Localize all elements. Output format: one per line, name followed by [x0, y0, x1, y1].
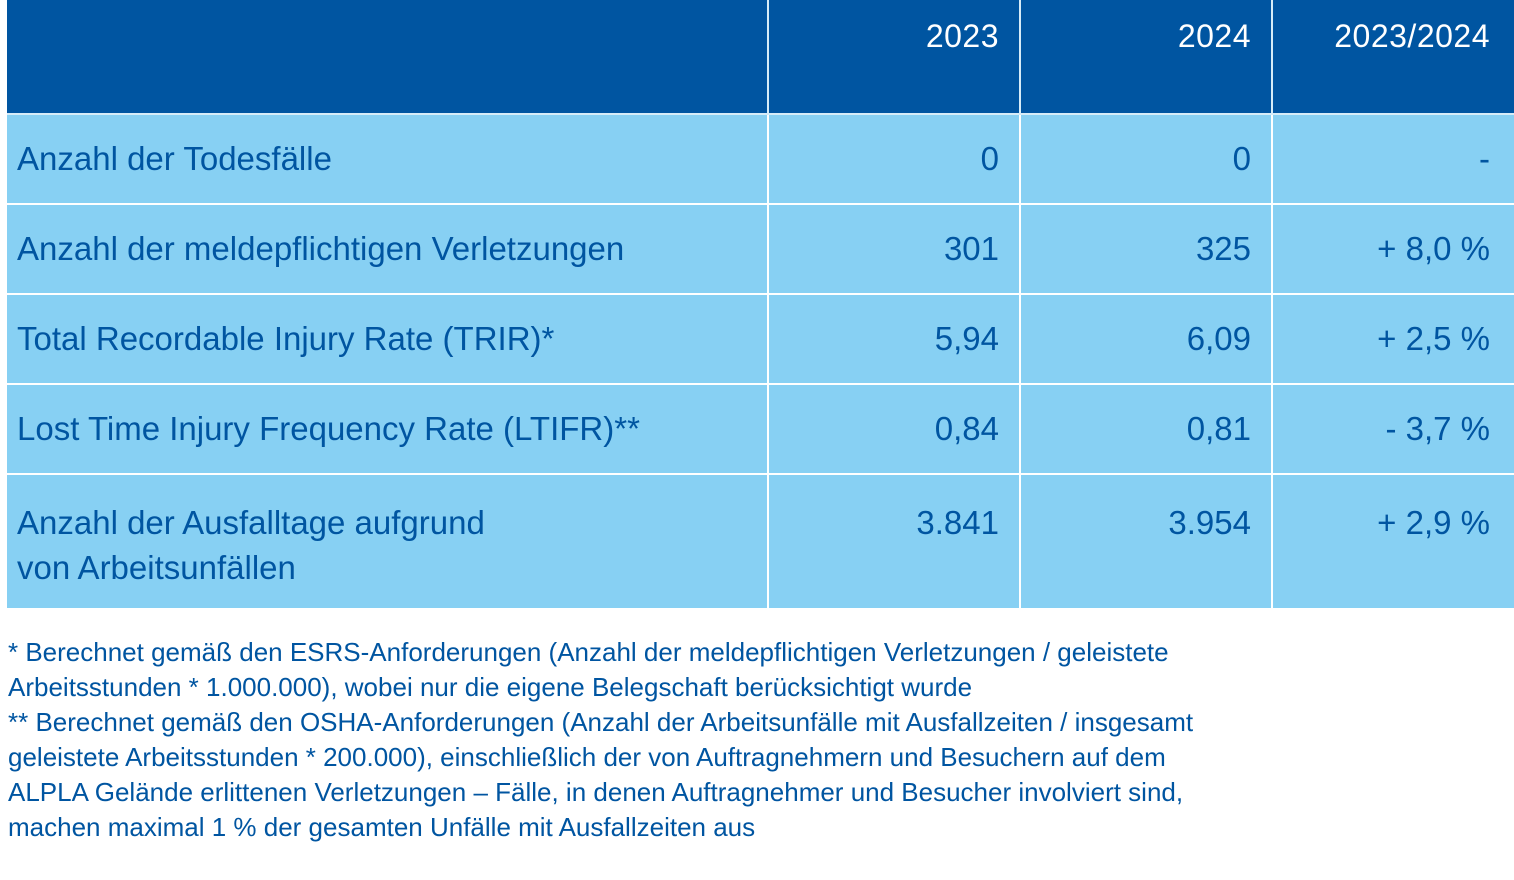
- row-label: Total Recordable Injury Rate (TRIR)*: [7, 293, 768, 384]
- value-change: - 3,7 %: [1271, 383, 1514, 474]
- footnote-line: * Berechnet gemäß den ESRS-Anforderungen…: [8, 637, 1169, 667]
- value-2024: 0,81: [1019, 383, 1272, 474]
- row-label: Lost Time Injury Frequency Rate (LTIFR)*…: [7, 383, 768, 474]
- value-2024: 6,09: [1019, 293, 1272, 384]
- header-2024: 2024: [1019, 0, 1272, 114]
- value-2023: 5,94: [767, 293, 1020, 384]
- row-label-line-2: von Arbeitsunfällen: [17, 549, 296, 586]
- footnote-line: geleistete Arbeitsstunden * 200.000), ei…: [8, 742, 1166, 772]
- footnotes: * Berechnet gemäß den ESRS-Anforderungen…: [8, 635, 1488, 845]
- table-row-reportable-injuries: Anzahl der meldepflichtigen Verletzungen…: [7, 203, 1514, 294]
- value-change: + 2,9 %: [1271, 473, 1514, 608]
- safety-kpi-table: 2023 2024 2023/2024 Anzahl der Todesfäll…: [7, 0, 1514, 608]
- header-row: 2023 2024 2023/2024: [7, 0, 1514, 114]
- table-row-fatalities: Anzahl der Todesfälle 0 0 -: [7, 113, 1514, 204]
- value-2024: 325: [1019, 203, 1272, 294]
- header-label-column: [7, 0, 768, 114]
- table-body: Anzahl der Todesfälle 0 0 - Anzahl der m…: [7, 113, 1514, 608]
- value-2024: 3.954: [1019, 473, 1272, 608]
- table-row-trir: Total Recordable Injury Rate (TRIR)* 5,9…: [7, 293, 1514, 384]
- footnote-line: ** Berechnet gemäß den OSHA-Anforderunge…: [8, 707, 1194, 737]
- value-2023: 301: [767, 203, 1020, 294]
- value-change: + 8,0 %: [1271, 203, 1514, 294]
- row-label: Anzahl der Ausfalltage aufgrund von Arbe…: [7, 473, 768, 608]
- table-row-ltifr: Lost Time Injury Frequency Rate (LTIFR)*…: [7, 383, 1514, 474]
- header-2023: 2023: [767, 0, 1020, 114]
- footnote-line: Arbeitsstunden * 1.000.000), wobei nur d…: [8, 672, 973, 702]
- safety-kpi-table-container: 2023 2024 2023/2024 Anzahl der Todesfäll…: [7, 0, 1514, 608]
- value-change: -: [1271, 113, 1514, 204]
- value-2023: 0,84: [767, 383, 1020, 474]
- table-row-lost-days: Anzahl der Ausfalltage aufgrund von Arbe…: [7, 473, 1514, 608]
- value-2023: 3.841: [767, 473, 1020, 608]
- header-change: 2023/2024: [1271, 0, 1514, 114]
- row-label-line-1: Anzahl der Ausfalltage aufgrund: [17, 504, 485, 541]
- footnote-line: ALPLA Gelände erlittenen Verletzungen – …: [8, 777, 1184, 807]
- table-header: 2023 2024 2023/2024: [7, 0, 1514, 114]
- value-change: + 2,5 %: [1271, 293, 1514, 384]
- row-label: Anzahl der meldepflichtigen Verletzungen: [7, 203, 768, 294]
- footnote-line: machen maximal 1 % der gesamten Unfälle …: [8, 812, 756, 842]
- row-label: Anzahl der Todesfälle: [7, 113, 768, 204]
- value-2023: 0: [767, 113, 1020, 204]
- value-2024: 0: [1019, 113, 1272, 204]
